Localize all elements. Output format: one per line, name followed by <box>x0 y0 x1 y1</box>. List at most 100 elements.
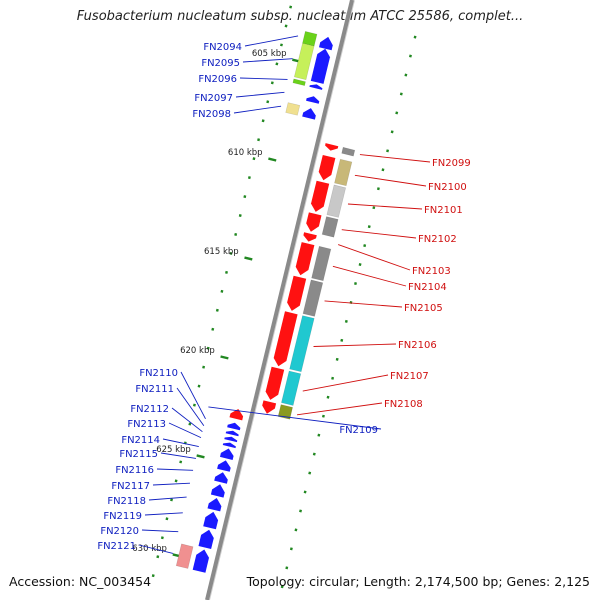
right-guide-dash <box>303 490 307 494</box>
gene-label: FN2119 <box>103 511 142 522</box>
gene-arrow <box>214 472 228 484</box>
gene-arrow <box>295 242 315 276</box>
kbp-tick-label: 630 kbp <box>132 544 167 554</box>
gene-label: FN2098 <box>192 109 231 120</box>
gene-label: FN2106 <box>398 340 437 351</box>
left-guide-dash <box>215 308 219 312</box>
right-guide-dash <box>399 92 403 96</box>
gene-arrow <box>224 436 238 443</box>
right-guide-dash <box>404 73 408 77</box>
gene-label: FN2113 <box>127 419 166 430</box>
gene-leader-line <box>138 544 174 554</box>
gene-leader-line <box>176 387 205 427</box>
right-guide-dash <box>340 338 344 342</box>
feature-box <box>281 370 302 406</box>
left-guide-dash <box>206 346 210 350</box>
gene-leader-line <box>239 77 288 80</box>
gene-arrow <box>310 48 330 84</box>
gene-leader-line <box>162 438 199 447</box>
right-guide-dash <box>372 206 376 210</box>
gene-leader-line <box>144 512 183 516</box>
right-guide-dash <box>413 35 417 39</box>
right-guide-dash <box>285 566 289 570</box>
kbp-tick-label: 620 kbp <box>180 346 215 356</box>
gene-label: FN2105 <box>404 303 443 314</box>
left-guide-dash <box>252 157 256 161</box>
gene-label: FN2103 <box>412 266 451 277</box>
left-guide-dash <box>275 62 279 66</box>
gene-leader-line <box>148 496 187 501</box>
feature-box <box>293 42 315 81</box>
kbp-tick-label: 605 kbp <box>252 49 287 59</box>
feature-box <box>321 216 339 238</box>
gene-label: FN2116 <box>115 465 154 476</box>
gene-leader-line <box>332 265 407 287</box>
right-guide-dash <box>358 263 362 267</box>
left-guide-dash <box>202 365 206 369</box>
gene-arrow <box>220 448 234 460</box>
gene-label: FN2110 <box>139 368 178 379</box>
right-guide-dash <box>317 433 321 437</box>
gene-arrow <box>309 84 323 90</box>
right-guide-dash <box>321 414 325 418</box>
gene-arrow <box>303 232 317 242</box>
gene-leader-line <box>180 371 206 420</box>
gene-label: FN2095 <box>201 58 240 69</box>
left-guide-dash <box>289 5 293 9</box>
gene-label: FN2118 <box>107 496 146 507</box>
gene-arrow <box>229 409 244 421</box>
right-guide-dash <box>354 282 357 286</box>
gene-leader-line <box>341 229 417 239</box>
gene-arrow <box>227 422 241 431</box>
left-guide-dash <box>165 517 169 521</box>
right-guide-dash <box>409 54 412 58</box>
left-guide-dash <box>211 327 215 331</box>
kbp-tick-mark <box>196 454 205 459</box>
gene-arrow <box>319 36 333 51</box>
gene-arrow <box>273 311 298 367</box>
gene-arrow <box>306 96 320 104</box>
gene-label: FN2100 <box>428 182 467 193</box>
feature-box <box>277 404 293 420</box>
gene-leader-line <box>168 422 202 439</box>
right-guide-dash <box>376 187 380 191</box>
gene-leader-line <box>233 105 282 114</box>
left-guide-dash <box>238 214 242 218</box>
left-guide-dash <box>229 251 233 255</box>
gene-arrow <box>287 275 307 311</box>
left-guide-dash <box>188 422 192 426</box>
left-guide-dash <box>174 479 178 483</box>
right-guide-dash <box>308 471 312 475</box>
gene-leader-line <box>156 468 194 471</box>
right-guide-dash <box>367 225 371 229</box>
right-guide-dash <box>331 376 335 380</box>
gene-label: FN2104 <box>408 282 447 293</box>
feature-box <box>292 78 306 86</box>
gene-label: FN2094 <box>203 42 242 53</box>
gene-arrow <box>311 180 330 212</box>
gene-arrow <box>217 460 231 472</box>
kbp-tick-mark <box>244 256 253 261</box>
kbp-tick-mark <box>220 355 229 360</box>
gene-arrow <box>262 400 277 414</box>
kbp-tick-label: 615 kbp <box>204 247 239 257</box>
left-guide-dash <box>179 460 183 464</box>
topology-info: Topology: circular; Length: 2,174,500 bp… <box>246 574 590 589</box>
gene-label: FN2099 <box>432 158 471 169</box>
gene-label: FN2096 <box>198 74 237 85</box>
gene-label: FN2107 <box>390 371 429 382</box>
right-guide-dash <box>381 168 385 172</box>
feature-box <box>289 315 315 373</box>
feature-box <box>334 158 353 187</box>
gene-leader-line <box>302 374 389 392</box>
right-guide-dash <box>289 547 293 551</box>
gene-leader-line <box>324 300 403 308</box>
gene-label: FN2097 <box>194 93 233 104</box>
gene-leader-line <box>242 58 293 63</box>
left-guide-dash <box>156 555 160 559</box>
gene-leader-line <box>338 244 411 271</box>
gene-label: FN2102 <box>418 234 457 245</box>
kbp-tick-label: 610 kbp <box>228 148 263 158</box>
